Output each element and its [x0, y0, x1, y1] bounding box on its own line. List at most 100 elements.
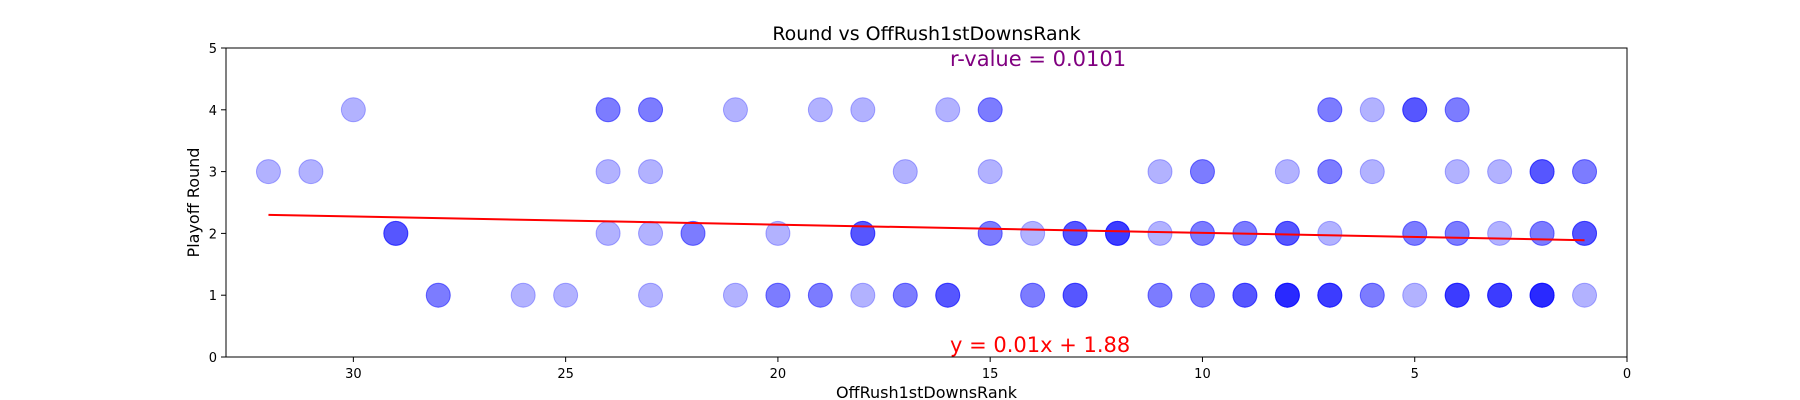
data-point: [1359, 159, 1385, 185]
data-point: [1402, 97, 1428, 123]
data-point: [1232, 282, 1258, 308]
data-point: [595, 159, 621, 185]
data-point: [1359, 282, 1385, 308]
data-point: [892, 282, 918, 308]
data-point: [1444, 282, 1470, 308]
data-point: [1274, 282, 1300, 308]
data-point: [1402, 282, 1428, 308]
x-tick-label: 30: [345, 367, 362, 382]
data-point: [1572, 220, 1598, 246]
data-point: [1062, 220, 1088, 246]
data-point: [1529, 282, 1555, 308]
data-point: [1487, 282, 1513, 308]
regression-line: [268, 213, 1585, 242]
data-point: [1274, 282, 1300, 308]
data-point: [1317, 159, 1343, 185]
data-point: [1444, 159, 1470, 185]
data-point: [1274, 282, 1300, 308]
data-point: [1444, 282, 1470, 308]
data-point: [1402, 220, 1428, 246]
data-point: [425, 282, 451, 308]
data-point: [1274, 159, 1300, 185]
data-point: [1189, 159, 1215, 185]
data-point: [638, 159, 664, 185]
plot-frame: [225, 47, 1628, 358]
data-point: [1062, 220, 1088, 246]
data-point: [1105, 220, 1131, 246]
data-point: [680, 220, 706, 246]
x-tick-label: 0: [1623, 367, 1631, 382]
data-point: [850, 282, 876, 308]
data-point: [1062, 220, 1088, 246]
data-point: [1147, 220, 1173, 246]
data-point: [595, 220, 621, 246]
data-point: [1189, 282, 1215, 308]
y-tick-label: 4: [209, 104, 217, 119]
data-point: [977, 220, 1003, 246]
data-point: [1147, 282, 1173, 308]
data-point: [1105, 220, 1131, 246]
data-point: [935, 282, 961, 308]
regression-equation-annotation: y = 0.01x + 1.88: [950, 333, 1130, 357]
x-tick-label: 15: [982, 367, 999, 382]
data-point: [935, 97, 961, 123]
data-point: [383, 220, 409, 246]
data-point: [1572, 159, 1598, 185]
data-point: [1444, 282, 1470, 308]
data-point: [935, 282, 961, 308]
data-point: [1147, 282, 1173, 308]
data-point: [892, 159, 918, 185]
data-point: [298, 159, 324, 185]
data-point: [1444, 282, 1470, 308]
data-point: [1317, 97, 1343, 123]
data-point: [638, 97, 664, 123]
data-point: [595, 97, 621, 123]
data-point: [340, 97, 366, 123]
data-point: [1444, 97, 1470, 123]
data-point: [850, 97, 876, 123]
x-tick-label: 10: [1194, 367, 1211, 382]
data-point: [1487, 282, 1513, 308]
data-point: [1487, 282, 1513, 308]
data-point: [1444, 220, 1470, 246]
data-point: [1487, 159, 1513, 185]
data-point: [1529, 159, 1555, 185]
data-point: [383, 220, 409, 246]
data-point: [1402, 220, 1428, 246]
data-point: [680, 220, 706, 246]
data-point: [807, 97, 833, 123]
data-point: [935, 282, 961, 308]
data-point: [638, 282, 664, 308]
data-point: [977, 97, 1003, 123]
data-point: [1062, 282, 1088, 308]
data-point: [1529, 220, 1555, 246]
y-axis-label: Playoff Round: [184, 148, 203, 258]
data-point: [1189, 159, 1215, 185]
data-point: [1359, 97, 1385, 123]
data-point: [1020, 282, 1046, 308]
data-point: [1572, 159, 1598, 185]
data-point: [510, 282, 536, 308]
r-value-annotation: r-value = 0.0101: [950, 47, 1126, 71]
data-point: [1020, 220, 1046, 246]
y-tick-label: 3: [209, 166, 217, 181]
data-point: [807, 282, 833, 308]
y-axis-ticks: 0 1 2 3 4 5: [209, 42, 226, 366]
data-point: [1062, 282, 1088, 308]
data-point: [1317, 159, 1343, 185]
data-point: [383, 220, 409, 246]
data-point: [1487, 220, 1513, 246]
y-tick-label: 2: [209, 227, 217, 242]
chart-title: Round vs OffRush1stDownsRank: [772, 23, 1080, 45]
x-tick-label: 5: [1411, 367, 1419, 382]
data-point: [807, 282, 833, 308]
data-point: [1189, 282, 1215, 308]
y-tick-label: 1: [209, 289, 217, 304]
x-axis-label: OffRush1stDownsRank: [836, 383, 1018, 400]
data-point: [1317, 282, 1343, 308]
data-point: [1402, 97, 1428, 123]
data-point: [1232, 282, 1258, 308]
data-point: [1317, 97, 1343, 123]
data-point: [1020, 282, 1046, 308]
data-point: [1529, 282, 1555, 308]
